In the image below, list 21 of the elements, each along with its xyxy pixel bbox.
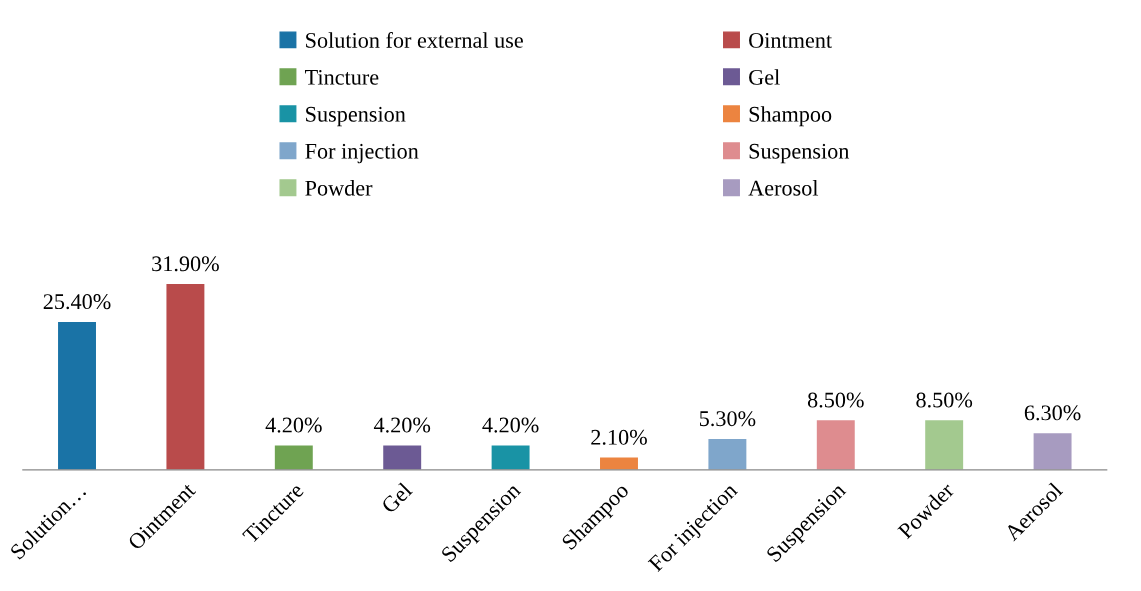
legend-label: Ointment xyxy=(749,32,832,48)
data-label: 8.50% xyxy=(916,392,973,408)
data-label: 8.50% xyxy=(807,392,864,408)
legend-label: Tincture xyxy=(305,69,379,85)
data-label: 4.20% xyxy=(482,417,539,433)
data-label: 5.30% xyxy=(699,411,756,427)
legend-label: For injection xyxy=(305,143,419,164)
legend-label: Suspension xyxy=(306,106,406,127)
legend-label: Solution for external use xyxy=(306,32,523,48)
data-label: 4.20% xyxy=(265,417,322,433)
x-tick-label: Gel xyxy=(380,481,413,515)
legend-label: Gel xyxy=(749,69,780,85)
data-label: 31.90% xyxy=(152,256,219,272)
data-label: 25.40% xyxy=(43,294,111,310)
legend-label: Aerosol xyxy=(748,180,819,196)
data-label: 6.30% xyxy=(1024,405,1081,421)
data-label: 4.20% xyxy=(373,417,431,433)
data-label: 2.10% xyxy=(591,429,647,445)
legend-label: Shampoo xyxy=(749,106,832,127)
legend-label: Powder xyxy=(305,180,373,196)
legend-label: Suspension xyxy=(749,143,850,164)
